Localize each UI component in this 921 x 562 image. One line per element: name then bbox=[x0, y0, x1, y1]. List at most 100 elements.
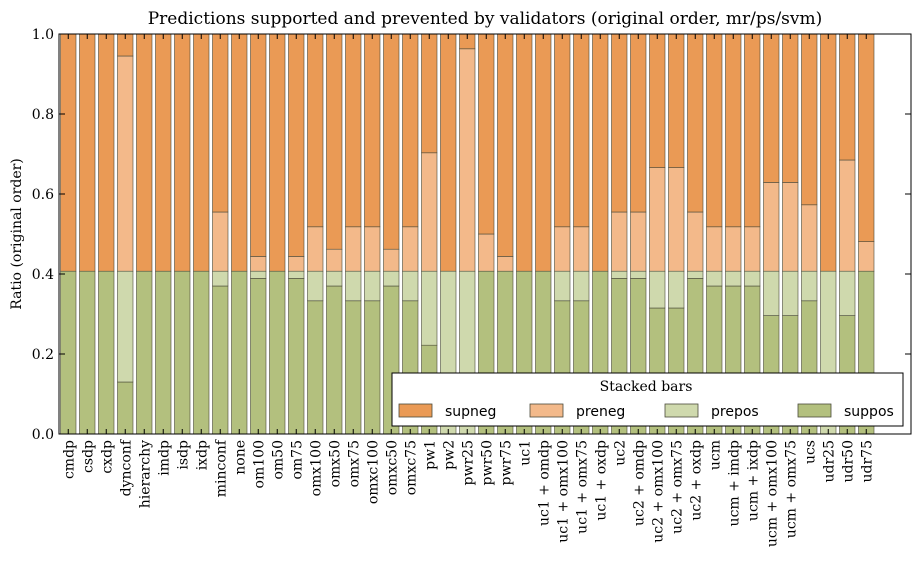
bar-supneg-42 bbox=[858, 33, 875, 242]
bar-prepos-34 bbox=[706, 270, 723, 287]
bar-preneg-21 bbox=[459, 48, 476, 272]
bar-supneg-25 bbox=[535, 33, 552, 272]
bar-preneg-3 bbox=[117, 55, 134, 272]
bar-prepos-36 bbox=[744, 270, 761, 287]
bar-supneg-1 bbox=[79, 33, 96, 272]
x-tick-label-28: uc1 + oxdp bbox=[593, 440, 609, 521]
y-tick-label-1: 0.2 bbox=[32, 347, 54, 363]
bar-suppos-16 bbox=[364, 300, 381, 435]
bar-supneg-20 bbox=[440, 33, 457, 272]
bar-preneg-31 bbox=[649, 167, 666, 272]
x-tick-label-19: pw1 bbox=[422, 440, 438, 470]
bar-supneg-0 bbox=[60, 33, 77, 272]
bar-prepos-14 bbox=[326, 270, 343, 287]
x-tick-label-38: ucm + omx75 bbox=[783, 440, 799, 538]
bar-supneg-9 bbox=[231, 33, 248, 272]
x-tick-label-20: pw2 bbox=[441, 440, 457, 470]
bar-supneg-16 bbox=[364, 33, 381, 228]
bar-prepos-16 bbox=[364, 270, 381, 302]
bar-supneg-28 bbox=[592, 33, 609, 272]
bar-supneg-15 bbox=[345, 33, 362, 228]
bar-preneg-38 bbox=[782, 182, 799, 272]
bar-preneg-32 bbox=[668, 167, 685, 272]
bar-supneg-2 bbox=[98, 33, 115, 272]
bar-suppos-7 bbox=[193, 270, 210, 435]
bar-supneg-4 bbox=[136, 33, 153, 272]
bar-supneg-13 bbox=[307, 33, 324, 228]
bar-supneg-31 bbox=[649, 33, 666, 168]
x-tick-label-11: om50 bbox=[270, 440, 286, 480]
bar-prepos-18 bbox=[402, 270, 419, 302]
x-axis: cmdp csdp cxdp dynconf hierarchy imdp isdp ixdp… bbox=[61, 34, 875, 547]
bar-suppos-3 bbox=[117, 381, 134, 435]
bar-prepos-12 bbox=[288, 270, 305, 279]
x-tick-label-31: uc2 + omx100 bbox=[650, 440, 666, 543]
bar-prepos-26 bbox=[554, 270, 571, 302]
bar-preneg-30 bbox=[630, 211, 647, 272]
bar-supneg-6 bbox=[174, 33, 191, 272]
legend-swatch-supneg bbox=[398, 403, 433, 418]
bar-suppos-4 bbox=[136, 270, 153, 435]
x-tick-label-12: om75 bbox=[289, 440, 305, 480]
bar-supneg-41 bbox=[839, 33, 856, 161]
x-tick-label-23: pwr75 bbox=[498, 440, 514, 485]
x-tick-label-37: ucm + omx100 bbox=[764, 440, 780, 547]
legend-title: Stacked bars bbox=[600, 379, 693, 395]
bar-suppos-8 bbox=[212, 285, 229, 435]
bar-prepos-8 bbox=[212, 270, 229, 287]
bar-supneg-40 bbox=[820, 33, 837, 272]
bar-prepos-10 bbox=[250, 270, 267, 279]
bar-preneg-27 bbox=[573, 226, 590, 272]
bar-supneg-8 bbox=[212, 33, 229, 213]
bar-preneg-42 bbox=[858, 241, 875, 272]
bar-preneg-35 bbox=[725, 226, 742, 272]
bar-suppos-13 bbox=[307, 300, 324, 435]
x-tick-label-18: omxc75 bbox=[403, 440, 419, 495]
x-tick-label-26: uc1 + omx100 bbox=[555, 440, 571, 543]
legend-swatch-preneg bbox=[529, 403, 564, 418]
y-axis-label: Ratio (original order) bbox=[9, 158, 25, 310]
y-tick-label-2: 0.4 bbox=[32, 267, 54, 283]
x-tick-label-32: uc2 + omx75 bbox=[669, 440, 685, 534]
x-tick-label-24: uc1 bbox=[517, 440, 533, 466]
bar-supneg-18 bbox=[402, 33, 419, 228]
bar-preneg-22 bbox=[478, 233, 495, 272]
bar-supneg-30 bbox=[630, 33, 647, 213]
bar-preneg-36 bbox=[744, 226, 761, 272]
x-tick-label-22: pwr50 bbox=[479, 440, 495, 485]
bar-suppos-1 bbox=[79, 270, 96, 435]
x-tick-label-17: omxc50 bbox=[384, 440, 400, 495]
bar-supneg-37 bbox=[763, 33, 780, 183]
x-tick-label-39: ucs bbox=[802, 440, 818, 464]
x-tick-label-29: uc2 bbox=[612, 440, 628, 466]
bar-preneg-13 bbox=[307, 226, 324, 272]
bar-prepos-15 bbox=[345, 270, 362, 302]
bar-supneg-33 bbox=[687, 33, 704, 213]
x-tick-label-25: uc1 + omdp bbox=[536, 440, 552, 526]
bar-preneg-18 bbox=[402, 226, 419, 272]
bar-prepos-41 bbox=[839, 270, 856, 316]
bar-preneg-16 bbox=[364, 226, 381, 272]
x-tick-label-10: om100 bbox=[251, 440, 267, 488]
x-tick-label-42: udr75 bbox=[859, 440, 875, 483]
bar-prepos-3 bbox=[117, 270, 134, 383]
x-tick-label-7: ixdp bbox=[194, 440, 210, 470]
x-tick-label-6: isdp bbox=[175, 440, 191, 470]
bar-prepos-30 bbox=[630, 270, 647, 279]
x-tick-label-36: ucm + ixdp bbox=[745, 440, 761, 521]
bar-preneg-41 bbox=[839, 159, 856, 272]
bar-supneg-26 bbox=[554, 33, 571, 228]
plot-frame bbox=[58, 33, 912, 435]
bar-preneg-23 bbox=[497, 256, 514, 272]
bar-suppos-9 bbox=[231, 270, 248, 435]
x-tick-label-15: omx75 bbox=[346, 440, 362, 487]
x-tick-label-35: ucm + imdp bbox=[726, 440, 742, 526]
bar-suppos-15 bbox=[345, 300, 362, 435]
bar-supneg-12 bbox=[288, 33, 305, 257]
bar-prepos-39 bbox=[801, 270, 818, 302]
bar-prepos-17 bbox=[383, 270, 400, 287]
bar-preneg-19 bbox=[421, 152, 438, 272]
legend-label-suppos: suppos bbox=[844, 404, 894, 420]
bar-prepos-29 bbox=[611, 270, 628, 279]
